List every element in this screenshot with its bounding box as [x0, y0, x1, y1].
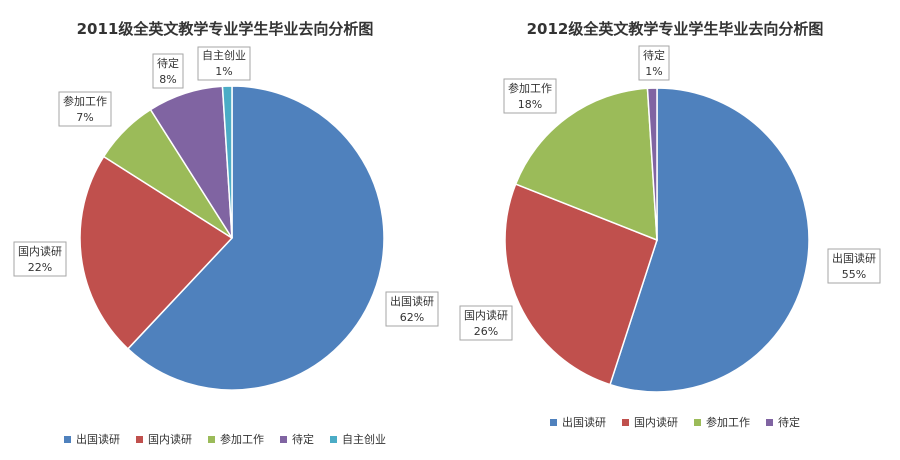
data-label-box: [385, 291, 439, 327]
pie-slice-4: [221, 85, 233, 239]
legend-label: 国内读研: [634, 416, 678, 429]
chart-title-2012: 2012级全英文教学专业学生毕业去向分析图: [526, 20, 824, 38]
data-label-1: 国内读研 22%: [13, 241, 67, 277]
legend-item-1: 国内读研: [136, 431, 192, 447]
legend-swatch: [208, 435, 215, 443]
pie-slice-0: [126, 85, 385, 391]
legend-swatch: [64, 435, 71, 443]
data-label-4: 自主创业 1%: [197, 46, 251, 81]
legend-2012: 出国读研 国内读研 参加工作 待定: [450, 414, 900, 430]
data-label-box: [503, 78, 557, 114]
data-label-box: [58, 91, 112, 127]
data-label-value: 22%: [28, 261, 52, 274]
legend-item-1: 国内读研: [622, 414, 678, 430]
pie-slice-2: [514, 87, 658, 242]
data-label-2: 参加工作 18%: [503, 78, 557, 114]
legend-item-0: 出国读研: [550, 414, 606, 430]
pie-slice-0: [609, 87, 810, 393]
legend-swatch: [280, 435, 287, 443]
pie-svg-2012: 出国读研 55% 国内读研 26% 参加工作 18% 待定 1%: [459, 45, 881, 393]
data-label-category: 自主创业: [202, 49, 246, 62]
data-label-value: 1%: [215, 65, 232, 78]
legend-label: 自主创业: [342, 433, 386, 446]
data-label-category: 出国读研: [832, 251, 876, 265]
data-label-category: 国内读研: [18, 244, 62, 258]
data-label-box: [638, 45, 670, 81]
legend-swatch: [622, 418, 629, 426]
legend-swatch: [550, 418, 557, 426]
pie-chart-2011: 2011级全英文教学专业学生毕业去向分析图 出国读研 62% 国内读研 22% 参加工作…: [0, 20, 450, 447]
pie-slice-3: [646, 87, 658, 241]
legend-item-2: 参加工作: [208, 431, 264, 447]
data-label-category: 参加工作: [508, 81, 552, 95]
data-label-value: 8%: [159, 73, 176, 86]
legend-label: 参加工作: [220, 433, 264, 446]
data-label-3: 待定 8%: [152, 53, 184, 89]
data-label-value: 18%: [518, 98, 542, 111]
data-label-category: 待定: [643, 48, 665, 62]
legend-item-4: 自主创业: [330, 431, 386, 447]
pie-svg-2011: 出国读研 62% 国内读研 22% 参加工作 7% 待定 8% 自主创业 1%: [13, 46, 439, 391]
data-label-box: [197, 46, 251, 81]
data-label-2: 参加工作 7%: [58, 91, 112, 127]
data-label-box: [827, 248, 881, 284]
data-label-value: 62%: [400, 311, 424, 324]
data-label-value: 1%: [645, 65, 662, 78]
legend-item-0: 出国读研: [64, 431, 120, 447]
data-label-value: 26%: [474, 325, 498, 338]
data-label-box: [13, 241, 67, 277]
legend-swatch: [766, 418, 773, 426]
legend-swatch: [136, 435, 143, 443]
data-label-1: 国内读研 26%: [459, 305, 513, 341]
legend-item-2: 参加工作: [694, 414, 750, 430]
legend-label: 参加工作: [706, 416, 750, 429]
data-label-0: 出国读研 62%: [385, 291, 439, 327]
legend-label: 待定: [778, 416, 800, 429]
legend-2011: 出国读研 国内读研 参加工作 待定 自主创业: [0, 431, 450, 447]
legend-swatch: [330, 435, 337, 443]
data-label-0: 出国读研 55%: [827, 248, 881, 284]
legend-label: 出国读研: [76, 433, 120, 446]
legend-label: 待定: [292, 433, 314, 446]
legend-swatch: [694, 418, 701, 426]
data-label-box: [459, 305, 513, 341]
legend-item-3: 待定: [280, 431, 314, 447]
legend-label: 国内读研: [148, 433, 192, 446]
data-label-category: 出国读研: [390, 294, 434, 308]
data-label-category: 参加工作: [63, 94, 107, 108]
chart-title-2011: 2011级全英文教学专业学生毕业去向分析图: [76, 20, 374, 38]
legend-item-3: 待定: [766, 414, 800, 430]
data-label-category: 国内读研: [464, 308, 508, 322]
legend-label: 出国读研: [562, 416, 606, 429]
data-label-value: 7%: [76, 111, 93, 124]
data-label-value: 55%: [842, 268, 866, 281]
data-label-3: 待定 1%: [638, 45, 670, 81]
pie-slice-1: [504, 183, 658, 386]
pie-slice-1: [79, 155, 234, 350]
data-label-category: 待定: [157, 56, 179, 70]
data-label-box: [152, 53, 184, 89]
pie-chart-2012: 2012级全英文教学专业学生毕业去向分析图 出国读研 55% 国内读研 26% 参加工作…: [450, 0, 900, 460]
